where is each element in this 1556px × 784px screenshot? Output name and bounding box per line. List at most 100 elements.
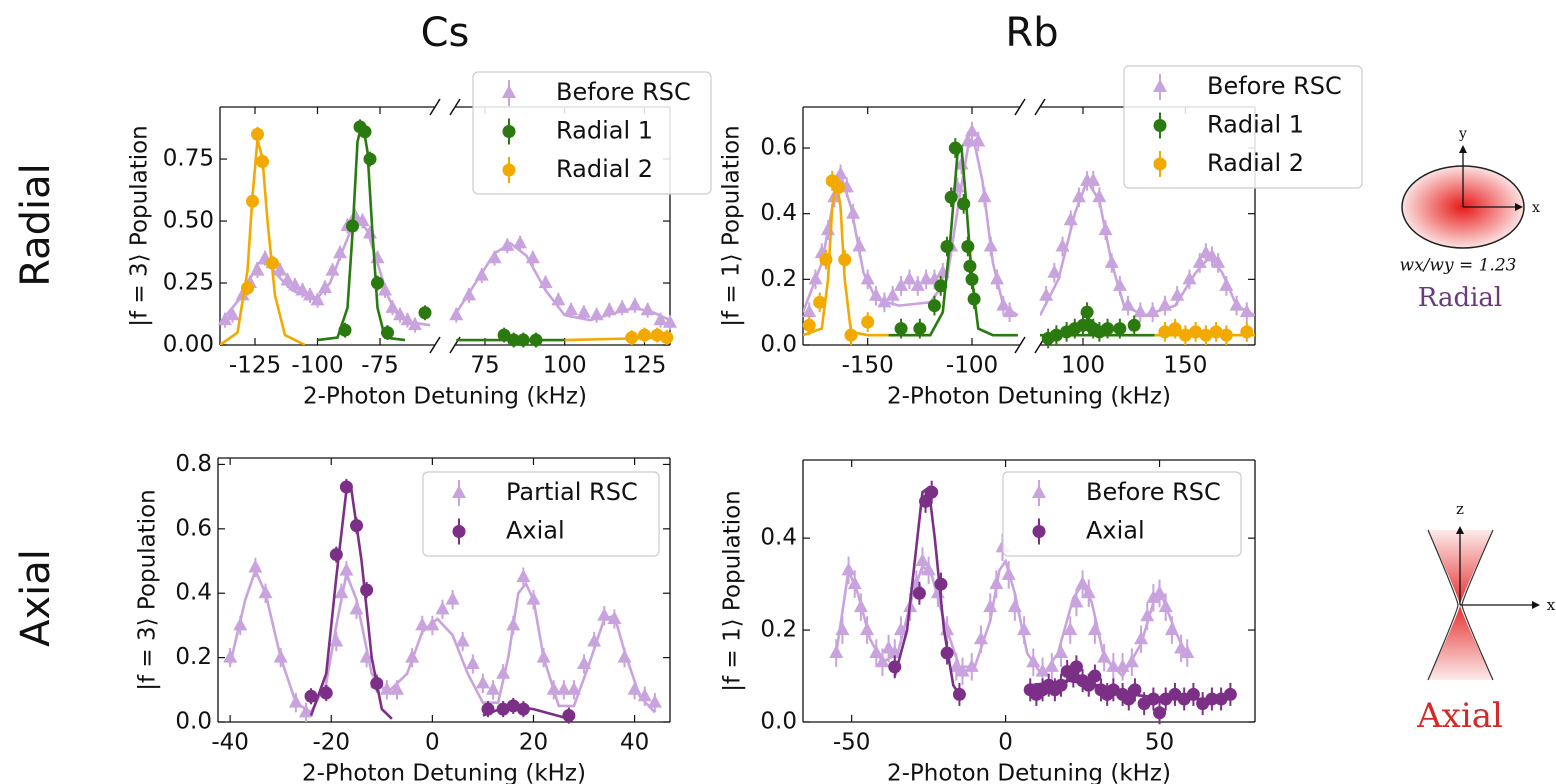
data-point	[355, 213, 370, 227]
data-point	[1081, 585, 1096, 599]
data-point	[1186, 687, 1200, 701]
x-tick-label: -100	[291, 353, 343, 379]
data-point	[1127, 318, 1141, 332]
data-point	[965, 272, 979, 286]
data-point	[487, 250, 502, 264]
data-point	[940, 646, 954, 660]
data-point	[378, 282, 392, 296]
data-point	[1199, 328, 1213, 342]
fit-line	[803, 138, 1019, 317]
data-point	[462, 287, 477, 301]
y-tick-label: 0.0	[175, 709, 212, 735]
data-point	[1035, 663, 1050, 677]
x-tick-label: -75	[361, 353, 399, 379]
data-point	[1075, 576, 1090, 590]
data-point	[1069, 660, 1083, 674]
data-point	[329, 548, 343, 562]
data-point	[496, 702, 510, 716]
x-tick-label: 100	[543, 353, 587, 379]
arrow-head	[1515, 203, 1523, 211]
data-point	[802, 304, 817, 318]
data-point	[408, 317, 422, 331]
data-point	[310, 292, 325, 306]
data-point	[400, 312, 415, 326]
data-point	[329, 633, 344, 647]
y-tick-label: 0.2	[760, 266, 797, 292]
data-point	[967, 292, 981, 306]
data-point	[1069, 594, 1084, 608]
x-tick-label: -150	[842, 353, 894, 379]
data-point	[637, 688, 652, 702]
axis-letter: x	[1532, 200, 1540, 216]
data-point	[496, 665, 511, 679]
x-tick-label: 125	[623, 353, 667, 379]
data-point	[1080, 305, 1094, 319]
arrow-head	[1532, 601, 1540, 609]
data-point	[1086, 172, 1101, 186]
column-title: Rb	[1005, 10, 1058, 56]
data-point	[627, 297, 642, 311]
data-point	[248, 559, 263, 573]
data-point	[852, 238, 867, 252]
legend-marker	[452, 485, 466, 498]
legend-box	[1123, 65, 1363, 189]
data-point	[860, 271, 875, 285]
fit-line	[220, 219, 431, 327]
data-point	[1240, 325, 1254, 339]
radial-inset: y x wx/wy = 1.23 Radial	[1400, 126, 1541, 313]
y-tick-label: 0.50	[163, 208, 214, 234]
x-tick-label: 0	[425, 730, 440, 756]
y-axis-label: |f = 3⟩ Population	[127, 125, 153, 327]
data-point	[1071, 189, 1086, 203]
data-point	[1054, 645, 1069, 659]
data-point	[971, 133, 986, 147]
data-point	[921, 562, 936, 576]
legend-marker	[1032, 485, 1046, 498]
data-point	[1146, 692, 1160, 706]
data-point	[507, 333, 521, 347]
data-point	[1205, 248, 1219, 262]
legend-label: Partial RSC	[506, 478, 638, 506]
data-point	[1115, 658, 1130, 672]
data-point	[587, 633, 602, 647]
data-point	[241, 281, 254, 295]
data-point	[944, 190, 958, 204]
data-point	[925, 485, 939, 499]
legend-marker	[1153, 157, 1167, 171]
data-point	[893, 622, 908, 636]
break-mark	[1014, 336, 1026, 354]
data-point	[481, 702, 495, 716]
data-point	[888, 660, 902, 674]
y-tick-label: 0.6	[175, 515, 212, 541]
legend-marker	[1153, 79, 1167, 92]
x-tick-label: 20	[519, 730, 548, 756]
data-point	[1178, 328, 1192, 342]
x-tick-label: -125	[229, 353, 281, 379]
y-tick-label: 0.25	[163, 270, 214, 296]
data-point	[934, 279, 948, 293]
legend-box	[1002, 471, 1242, 557]
data-point	[298, 704, 313, 718]
data-point	[617, 649, 632, 663]
data-point	[251, 127, 264, 141]
data-point	[1168, 322, 1182, 336]
data-point	[1113, 322, 1127, 336]
data-point	[1106, 658, 1121, 672]
y-tick-label: 0.2	[175, 644, 212, 670]
data-point	[371, 276, 384, 290]
axis-letter: x	[1547, 596, 1556, 614]
data-point	[1239, 304, 1254, 318]
data-point	[551, 292, 566, 306]
data-point	[1158, 325, 1172, 339]
legend: Before RSC Axial	[1002, 471, 1242, 557]
data-point	[1229, 297, 1244, 311]
x-tick-label: 100	[1061, 353, 1105, 379]
data-point	[841, 562, 856, 576]
data-point	[1157, 297, 1172, 311]
data-point	[1087, 622, 1102, 636]
legend: Before RSC Radial 1 Radial 2	[472, 71, 712, 195]
data-point	[1054, 678, 1068, 692]
y-tick-label: 0.00	[163, 332, 214, 358]
data-point	[1219, 328, 1233, 342]
